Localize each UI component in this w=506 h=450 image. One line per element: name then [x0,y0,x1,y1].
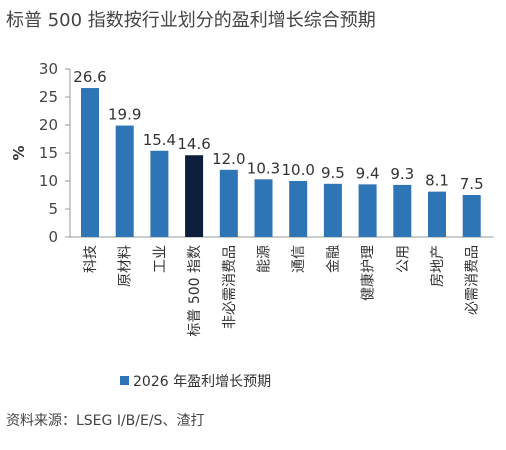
data-labels: 26.6 19.915.4 14.612.010.3 10.0 9.5 9.4 9.3 8.1… [73,68,483,193]
data-label: 10.3 [247,159,280,177]
data-label: 7.5 [460,175,484,193]
category-labels: 科技 原材料 工业 标普 500 指数 非必需消费品 能源 通信 金融 健康护理 公用 房地产 必需消… [83,245,481,337]
bar [254,179,273,237]
category-label: 工业 [152,245,168,273]
y-tick-label: 10 [39,172,58,190]
bar [81,88,99,237]
y-axis-label: % [10,145,28,160]
bar [428,191,446,237]
bar [185,155,204,237]
bar-chart: 0 5 10 15 20 25 30 % 26.6 19.915.4 14.612.010.3 1… [10,60,494,390]
data-label: 9.4 [356,164,380,182]
category-label: 科技 [83,245,99,273]
category-label: 非必需消费品 [222,245,238,329]
bar [115,125,134,237]
category-label: 通信 [291,245,307,273]
bar [219,169,238,237]
category-label: 原材料 [118,245,134,287]
legend-swatch [120,376,129,385]
bar [150,150,169,237]
y-tick-label: 30 [39,60,58,78]
data-label: 9.5 [321,164,345,182]
data-label: 8.1 [425,172,449,190]
data-label: 19.9 [108,106,141,124]
source-note: 资料来源：LSEG I/B/E/S、渣打 [6,413,205,429]
bar [393,184,412,237]
category-label: 房地产 [430,245,446,287]
category-label: 金融 [326,245,342,273]
chart-title: 标普 500 指数按行业划分的盈利增长综合预期 [6,10,376,31]
data-label: 12.0 [212,150,245,168]
category-label: 标普 500 指数 [187,245,203,337]
category-label: 能源 [257,245,273,273]
data-label: 26.6 [73,68,106,86]
category-label: 公用 [395,245,411,273]
bar [289,181,308,237]
legend-label: 2026 年盈利增长预期 [133,374,271,390]
y-tick-label: 20 [39,116,58,134]
data-label: 9.3 [390,165,414,183]
category-label: 健康护理 [360,245,377,301]
bar [323,183,342,237]
data-label: 10.0 [281,161,314,179]
y-tick-label: 5 [48,200,58,218]
bar [358,184,377,237]
data-label: 15.4 [143,131,176,149]
y-tick-label: 0 [48,228,58,246]
y-axis: 0 5 10 15 20 25 30 [39,60,494,246]
y-tick-label: 15 [39,144,58,162]
category-label: 必需消费品 [465,245,481,315]
y-tick-label: 25 [39,88,58,106]
legend: 2026 年盈利增长预期 [120,374,271,390]
bar [462,195,481,237]
bars [81,88,481,237]
data-label: 14.6 [177,135,210,153]
